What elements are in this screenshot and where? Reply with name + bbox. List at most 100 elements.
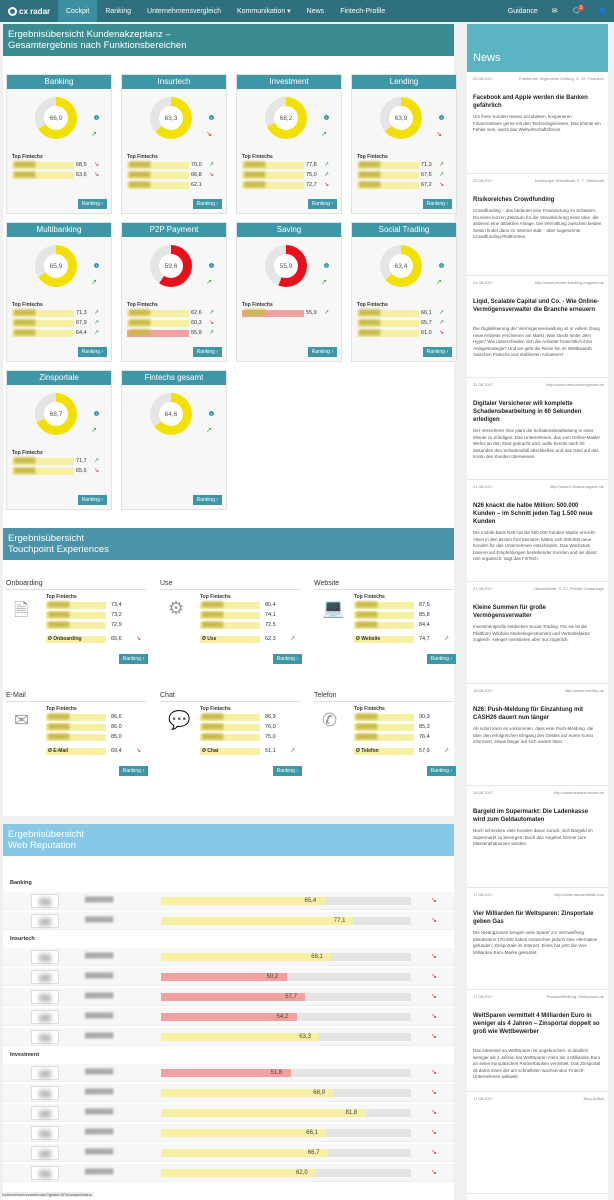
info-icon[interactable]: i [324, 115, 329, 120]
score-bar [12, 172, 74, 179]
reputation-score: 63,3 [299, 1034, 311, 1040]
news-headline[interactable]: WeltSparen vermittelt 4 Milliarden Euro … [473, 1013, 600, 1035]
top-fintechs-label: Top Fintechs [357, 302, 388, 308]
top-fintechs-label: Top Fintechs [46, 594, 77, 600]
section-title-line2: Gesamtergebnis nach Funktionsbereichen [8, 40, 187, 51]
news-item[interactable]: 17.08.2017 http://www.handelsblatt.com Vie… [467, 888, 608, 990]
ranking-button[interactable]: Ranking › [192, 495, 222, 505]
news-meta: 21.08.2017 http://www.private-banking-mag… [467, 280, 608, 287]
ranking-button[interactable]: Ranking › [422, 347, 452, 357]
fintech-name-blurred: ████████ [85, 1129, 114, 1135]
average-score: 69,4 [111, 748, 122, 754]
user-icon[interactable]: 👤 [598, 8, 607, 15]
ranking-button[interactable]: Ranking › [307, 347, 337, 357]
ranking-button[interactable]: Ranking › [77, 347, 107, 357]
ranking-button[interactable]: Ranking › [426, 766, 456, 776]
score-bar [200, 734, 260, 741]
news-meta: 21.08.2017 http://www.versicherungsbote.d… [467, 382, 608, 389]
top-fintech-row: ██████ 65,6 ↘ [12, 468, 102, 475]
news-headline[interactable]: N26: Push-Meldung für Einzahlung mit CAS… [473, 707, 583, 721]
reputation-score: 77,1 [333, 918, 346, 924]
info-icon[interactable]: i [94, 263, 99, 268]
ranking-button[interactable]: Ranking › [192, 347, 222, 357]
ranking-button[interactable]: Ranking › [118, 654, 148, 664]
logo[interactable]: cx radar [0, 6, 58, 16]
card-title: Investment [237, 75, 341, 89]
news-item[interactable]: 22.08.2017 Frankfurter Allgemeine Zeitung… [467, 72, 608, 174]
nav-cockpit[interactable]: Cockpit [58, 0, 98, 22]
mail-icon[interactable]: ✉ [551, 8, 558, 15]
news-item[interactable]: 17.08.2017 Pressemitteilung, Weltsparen.d… [467, 990, 608, 1092]
donut-chart: 68,7 [35, 393, 77, 435]
ranking-button[interactable]: Ranking › [77, 495, 107, 505]
news-source: http://www.handelsblatt.com [554, 892, 604, 897]
average-score: 51,1 [265, 748, 276, 754]
reputation-bar [161, 1089, 334, 1097]
notifications-icon[interactable]: 🗨 3 [571, 5, 585, 15]
news-item[interactable]: 18.08.2017 http://www.sueddeutsche.de Barg… [467, 786, 608, 888]
info-icon[interactable]: i [209, 115, 214, 120]
news-item[interactable]: 17.08.2017 Blog-Artikel [467, 1092, 608, 1194]
function-card: Banking 66,0 i ↗ Top Fintechs ██████ 68,5 ↘ ████… [6, 74, 112, 214]
info-icon[interactable]: i [209, 411, 214, 416]
score-bar [127, 310, 189, 317]
top-fintech-row: ██████ 72,9 [46, 622, 146, 629]
news-headline[interactable]: Liqid, Scalable Capital und Co. - Wie On… [473, 299, 599, 313]
ranking-button[interactable]: Ranking › [426, 654, 456, 664]
info-icon[interactable]: i [94, 411, 99, 416]
news-item[interactable]: 21.08.2017 http://www.versicherungsbote.d… [467, 378, 608, 480]
info-icon[interactable]: i [439, 115, 444, 120]
reputation-bar [161, 1129, 327, 1137]
info-icon[interactable]: i [94, 115, 99, 120]
news-panel: News 22.08.2017 Frankfurter Allgemeine Ze… [467, 24, 608, 1200]
score-bar [354, 612, 414, 619]
score-bar [46, 612, 106, 619]
ranking-button[interactable]: Ranking › [272, 654, 302, 664]
ranking-button[interactable]: Ranking › [192, 199, 222, 209]
news-headline[interactable]: Facebook and Apple werden die Banken gef… [473, 95, 588, 109]
news-headline[interactable]: Risikoreiches Crowdfunding [473, 197, 555, 203]
fintech-name-blurred: ████████ [85, 1069, 114, 1075]
news-item[interactable]: 21.08.2017 http://www.it-finanzmagazin.de… [467, 480, 608, 582]
news-item[interactable]: 22.08.2017 Hamburger Abendblatt, S. 7, Wi… [467, 174, 608, 276]
card-title: Banking [7, 75, 111, 89]
score-bar [46, 714, 106, 721]
news-source: Pressemitteilung, Weltsparen.de [546, 994, 604, 999]
trend-icon: ↘ [136, 748, 142, 754]
news-headline[interactable]: N26 knackt die halbe Million: 500.000 Ku… [473, 503, 593, 525]
news-headline[interactable]: Kleine Summen für große Vermögensverwalt… [473, 605, 547, 619]
info-icon[interactable]: i [209, 263, 214, 268]
ranking-button[interactable]: Ranking › [422, 199, 452, 209]
reputation-bar [161, 1033, 320, 1041]
news-item[interactable]: 18.08.2017 http://www.mobiflip.de N26: Pus… [467, 684, 608, 786]
nav-news[interactable]: News [306, 7, 325, 15]
section-web-reputation-header: Ergebnisübersicht Web Reputation [3, 824, 454, 856]
news-item[interactable]: 21.08.2017 Handelsblatt, S. 22, Private G… [467, 582, 608, 684]
nav-fintech-profile[interactable]: Fintech-Profile [340, 7, 386, 15]
news-date: 22.08.2017 [473, 178, 494, 183]
average-score: 65,6 [111, 636, 122, 642]
ranking-button[interactable]: Ranking › [77, 199, 107, 209]
news-meta: 22.08.2017 Hamburger Abendblatt, S. 7, Wi… [467, 178, 608, 185]
nav-guidance[interactable]: Guidance [507, 7, 538, 15]
ranking-button[interactable]: Ranking › [272, 766, 302, 776]
trend-icon: ↘ [431, 1169, 437, 1176]
score-bar [46, 734, 106, 741]
top-fintechs-label: Top Fintechs [354, 706, 385, 712]
donut-chart: 55,9 [265, 245, 307, 287]
news-headline[interactable]: Digitaler Versicherer will komplette Sch… [473, 401, 582, 423]
trend-icon: ↘ [431, 1013, 437, 1020]
news-headline[interactable]: Bargeld im Supermarkt: Die Ladenkasse wi… [473, 809, 589, 823]
ranking-button[interactable]: Ranking › [307, 199, 337, 209]
nav-unternehmensvergleich[interactable]: Unternehmensvergleich [147, 7, 221, 15]
nav-ranking[interactable]: Ranking [105, 7, 132, 15]
trend-icon: ↗ [209, 310, 215, 316]
ranking-button[interactable]: Ranking › [118, 766, 148, 776]
nav-kommunikation[interactable]: Kommunikation ▾ [236, 8, 291, 15]
news-headline[interactable]: Vier Milliarden für Weltsparen: Zinsport… [473, 911, 594, 925]
info-icon[interactable]: i [324, 263, 329, 268]
info-icon[interactable]: i [439, 263, 444, 268]
news-item[interactable]: 21.08.2017 http://www.private-banking-mag… [467, 276, 608, 378]
trend-icon: ↘ [94, 468, 100, 474]
fintech-name-blurred: ██████ [129, 162, 151, 168]
